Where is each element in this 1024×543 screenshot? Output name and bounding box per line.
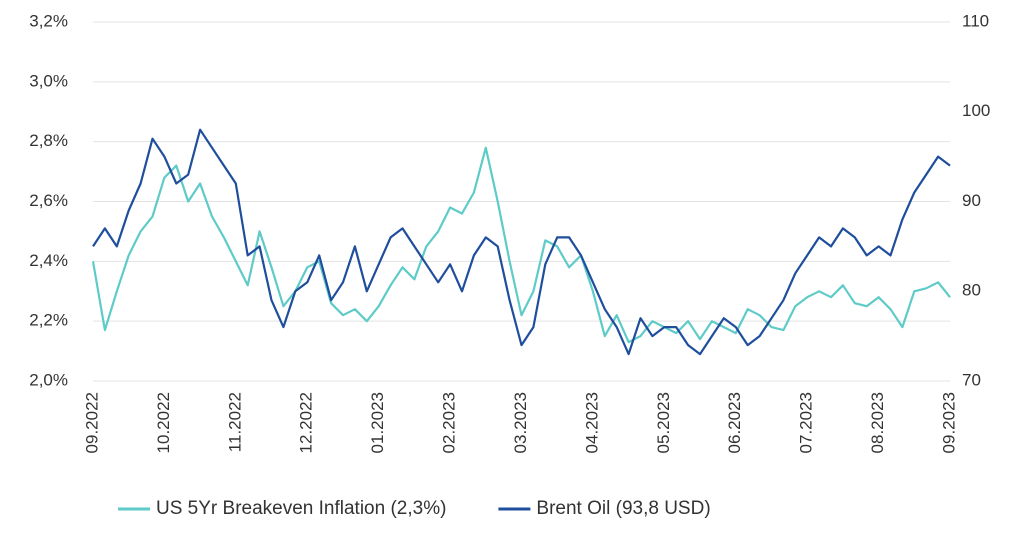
y-tick-label: 2,2% [29, 311, 68, 330]
x-tick-label: 08.2023 [868, 392, 887, 453]
series-line [91, 146, 951, 344]
y-tick-label: 2,4% [29, 251, 68, 270]
y2-tick-label: 100 [962, 101, 990, 120]
y-tick-label: 2,6% [29, 191, 68, 210]
x-tick-label: 03.2023 [511, 392, 530, 453]
x-tick-label: 06.2023 [725, 392, 744, 453]
x-tick-label: 09.2022 [82, 392, 101, 453]
y-tick-label: 3,2% [29, 11, 68, 30]
x-tick-label: 12.2022 [297, 392, 316, 453]
y2-tick-label: 70 [962, 370, 981, 389]
series-line [92, 128, 951, 356]
x-tick-label: 09.2023 [939, 392, 958, 453]
x-tick-label: 07.2023 [797, 392, 816, 453]
x-tick-label: 10.2022 [154, 392, 173, 453]
legend-label: US 5Yr Breakeven Inflation (2,3%) [156, 498, 446, 519]
x-tick-label: 02.2023 [440, 392, 459, 453]
x-tick-label: 11.2022 [225, 392, 244, 452]
y-tick-label: 2,0% [29, 370, 68, 389]
y2-tick-label: 110 [962, 11, 989, 30]
y-tick-label: 3,0% [29, 71, 68, 90]
y-tick-label: 2,8% [29, 131, 68, 150]
x-tick-label: 01.2023 [368, 392, 387, 453]
y2-tick-label: 80 [962, 281, 981, 300]
legend-label: Brent Oil (93,8 USD) [536, 498, 710, 519]
x-tick-label: 05.2023 [654, 392, 673, 453]
y2-tick-label: 90 [962, 191, 981, 210]
x-tick-label: 04.2023 [582, 392, 601, 453]
